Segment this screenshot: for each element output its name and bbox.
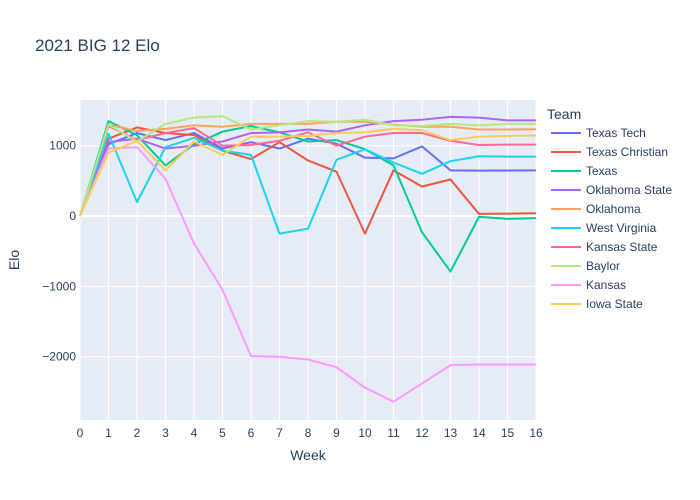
series-line-kansas — [79, 146, 536, 403]
y-tick-label: −1000 — [42, 279, 76, 293]
x-tick-label: 4 — [191, 426, 198, 440]
x-tick-label: 12 — [415, 426, 429, 440]
legend-item[interactable]: Kansas State — [551, 240, 658, 254]
legend-label: Texas Tech — [586, 126, 646, 140]
series-line-texas-tech — [79, 132, 537, 217]
x-tick-label: 10 — [358, 426, 372, 440]
x-axis-ticks: 0 1 2 3 4 5 6 7 8 9 10 11 12 13 14 15 16 — [77, 426, 543, 440]
series-line-oklahoma-state — [79, 115, 536, 217]
x-tick-label: 3 — [162, 426, 169, 440]
series-line-texas — [79, 120, 537, 273]
x-tick-label: 6 — [248, 426, 255, 440]
y-axis-title: Elo — [6, 250, 22, 270]
legend-label: West Virginia — [586, 221, 657, 235]
x-tick-label: 9 — [333, 426, 340, 440]
series-line-kansas-state — [79, 125, 536, 217]
legend-label: Texas — [586, 164, 617, 178]
chart-title: 2021 BIG 12 Elo — [35, 36, 160, 55]
x-axis-title: Week — [290, 447, 327, 463]
series-line-baylor — [79, 115, 536, 217]
x-tick-label: 2 — [134, 426, 141, 440]
y-tick-label: 1000 — [49, 139, 76, 153]
legend-title: Team — [547, 106, 581, 122]
legend-item[interactable]: Kansas — [551, 278, 626, 292]
y-axis-ticks: −2000 −1000 0 1000 — [42, 139, 76, 364]
legend-label: Oklahoma State — [586, 183, 672, 197]
x-tick-label: 14 — [472, 426, 486, 440]
legend-label: Kansas — [586, 278, 626, 292]
legend-item[interactable]: Oklahoma State — [551, 183, 672, 197]
x-tick-label: 11 — [387, 426, 400, 440]
legend-item[interactable]: West Virginia — [551, 221, 657, 235]
x-tick-label: 13 — [444, 426, 458, 440]
legend-item[interactable]: Oklahoma — [551, 202, 641, 216]
series-line-texas-christian — [79, 126, 537, 235]
legend-item[interactable]: Texas Tech — [551, 126, 646, 140]
legend-item[interactable]: Texas — [551, 164, 617, 178]
x-tick-label: 7 — [276, 426, 283, 440]
x-tick-label: 16 — [529, 426, 543, 440]
legend: Team Texas Tech Texas Christian Texas Oklah… — [547, 106, 672, 311]
series-line-west-virginia — [79, 132, 536, 235]
series-line-iowa-state — [79, 127, 537, 217]
legend-label: Texas Christian — [586, 145, 668, 159]
gridlines — [79, 100, 537, 420]
legend-item[interactable]: Iowa State — [551, 297, 643, 311]
legend-label: Baylor — [586, 259, 620, 273]
y-tick-label: −2000 — [42, 350, 76, 364]
x-tick-label: 0 — [77, 426, 84, 440]
y-tick-label: 0 — [69, 209, 76, 223]
x-tick-label: 5 — [219, 426, 226, 440]
legend-label: Iowa State — [586, 297, 643, 311]
legend-item[interactable]: Texas Christian — [551, 145, 668, 159]
legend-label: Oklahoma — [586, 202, 641, 216]
legend-item[interactable]: Baylor — [551, 259, 620, 273]
legend-items: Texas Tech Texas Christian Texas Oklahoma S… — [551, 126, 672, 311]
x-tick-label: 8 — [305, 426, 312, 440]
legend-label: Kansas State — [586, 240, 658, 254]
x-tick-label: 1 — [105, 426, 112, 440]
series-lines — [79, 115, 537, 403]
x-tick-label: 15 — [501, 426, 515, 440]
